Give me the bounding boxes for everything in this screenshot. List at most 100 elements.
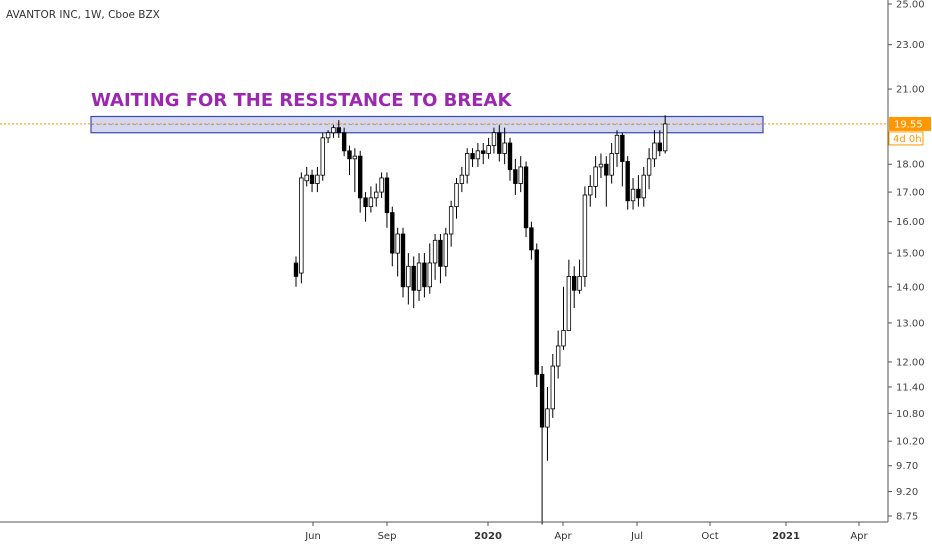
price-tick-label: 23.00 xyxy=(896,40,925,51)
candle-body xyxy=(459,174,465,184)
candle-body xyxy=(347,150,352,160)
candle[interactable] xyxy=(518,156,523,193)
candle[interactable] xyxy=(641,166,646,207)
candle-series[interactable] xyxy=(293,115,668,525)
candle-body xyxy=(315,174,320,184)
candle[interactable] xyxy=(411,256,416,309)
candle-body xyxy=(411,265,416,291)
candle-body xyxy=(582,194,588,277)
candle[interactable] xyxy=(513,158,518,195)
candle[interactable] xyxy=(539,366,545,525)
time-tick-label: Apr xyxy=(850,531,868,542)
candle[interactable] xyxy=(459,166,465,193)
candle[interactable] xyxy=(598,153,604,178)
price-tick-label: 25.00 xyxy=(896,0,925,11)
candle[interactable] xyxy=(470,148,475,167)
candle[interactable] xyxy=(315,166,320,193)
candle[interactable] xyxy=(662,115,668,154)
candle[interactable] xyxy=(534,243,539,387)
candle-body xyxy=(336,127,341,134)
candle[interactable] xyxy=(604,156,609,207)
candle[interactable] xyxy=(614,130,620,167)
time-tick-label: Jul xyxy=(630,531,643,542)
candle[interactable] xyxy=(545,386,550,461)
candle[interactable] xyxy=(593,156,598,198)
candle[interactable] xyxy=(299,172,304,284)
candle[interactable] xyxy=(438,234,443,284)
candle[interactable] xyxy=(400,227,406,298)
candle[interactable] xyxy=(555,330,561,379)
candle[interactable] xyxy=(652,130,657,167)
price-tick-label: 14.00 xyxy=(896,282,925,293)
candle[interactable] xyxy=(475,143,481,167)
candle[interactable] xyxy=(357,150,363,213)
candle-body xyxy=(625,161,630,202)
candle[interactable] xyxy=(368,186,374,213)
candle[interactable] xyxy=(406,253,411,305)
candle[interactable] xyxy=(309,169,315,193)
candle[interactable] xyxy=(572,266,577,309)
candle[interactable] xyxy=(352,148,358,193)
candle[interactable] xyxy=(336,120,341,138)
resistance-zone[interactable] xyxy=(90,115,764,134)
candle[interactable] xyxy=(331,125,336,138)
candle[interactable] xyxy=(582,186,588,287)
price-tick-label: 9.20 xyxy=(896,487,918,498)
candle[interactable] xyxy=(529,221,534,260)
candle[interactable] xyxy=(448,200,454,247)
candle[interactable] xyxy=(561,286,566,350)
candle-body xyxy=(518,166,523,184)
candle[interactable] xyxy=(341,127,347,157)
candle[interactable] xyxy=(566,259,572,331)
candle-body xyxy=(604,163,609,176)
annotation-text[interactable]: WAITING FOR THE RESISTANCE TO BREAK xyxy=(91,90,512,111)
candle[interactable] xyxy=(384,172,390,228)
candle[interactable] xyxy=(609,143,614,184)
candle[interactable] xyxy=(550,353,555,418)
candle[interactable] xyxy=(363,192,368,222)
candle[interactable] xyxy=(636,175,641,207)
candle[interactable] xyxy=(464,148,470,184)
time-axis[interactable]: Jun Sep 2020 Apr Jul Oct 2021 Apr xyxy=(0,521,888,542)
candle[interactable] xyxy=(588,175,593,207)
price-axis[interactable]: 25.00 23.00 21.00 18.00 17.00 16.00 15.00 14.00… xyxy=(887,0,931,523)
candle[interactable] xyxy=(443,227,448,277)
candle[interactable] xyxy=(577,259,582,294)
candle-body xyxy=(636,188,641,199)
candle[interactable] xyxy=(325,130,331,144)
candle-body xyxy=(384,177,390,213)
candle[interactable] xyxy=(646,148,652,190)
candle[interactable] xyxy=(507,137,513,181)
candle[interactable] xyxy=(293,256,299,287)
candle-body xyxy=(325,132,331,139)
candle[interactable] xyxy=(497,125,502,162)
candle[interactable] xyxy=(523,161,529,238)
candle-body xyxy=(481,150,486,154)
candle-body xyxy=(620,134,625,162)
candle[interactable] xyxy=(657,130,662,157)
candle[interactable] xyxy=(491,127,497,154)
candle[interactable] xyxy=(620,132,625,187)
candle[interactable] xyxy=(379,172,384,198)
candle[interactable] xyxy=(502,127,507,165)
candle[interactable] xyxy=(304,166,309,187)
candle[interactable] xyxy=(630,177,636,210)
candle-body xyxy=(630,188,636,202)
candle[interactable] xyxy=(481,143,486,165)
candle[interactable] xyxy=(374,183,379,207)
candle[interactable] xyxy=(416,253,422,301)
candle[interactable] xyxy=(390,206,395,267)
candle[interactable] xyxy=(347,145,352,176)
candle[interactable] xyxy=(320,132,325,181)
candle[interactable] xyxy=(427,243,432,294)
candle[interactable] xyxy=(486,137,491,159)
candle[interactable] xyxy=(395,227,400,277)
candle[interactable] xyxy=(422,253,427,298)
candle[interactable] xyxy=(625,156,630,210)
candle[interactable] xyxy=(454,177,459,219)
candle-body xyxy=(400,233,406,288)
candle-body xyxy=(357,155,363,199)
candle-body xyxy=(341,132,347,152)
candle[interactable] xyxy=(432,234,438,280)
